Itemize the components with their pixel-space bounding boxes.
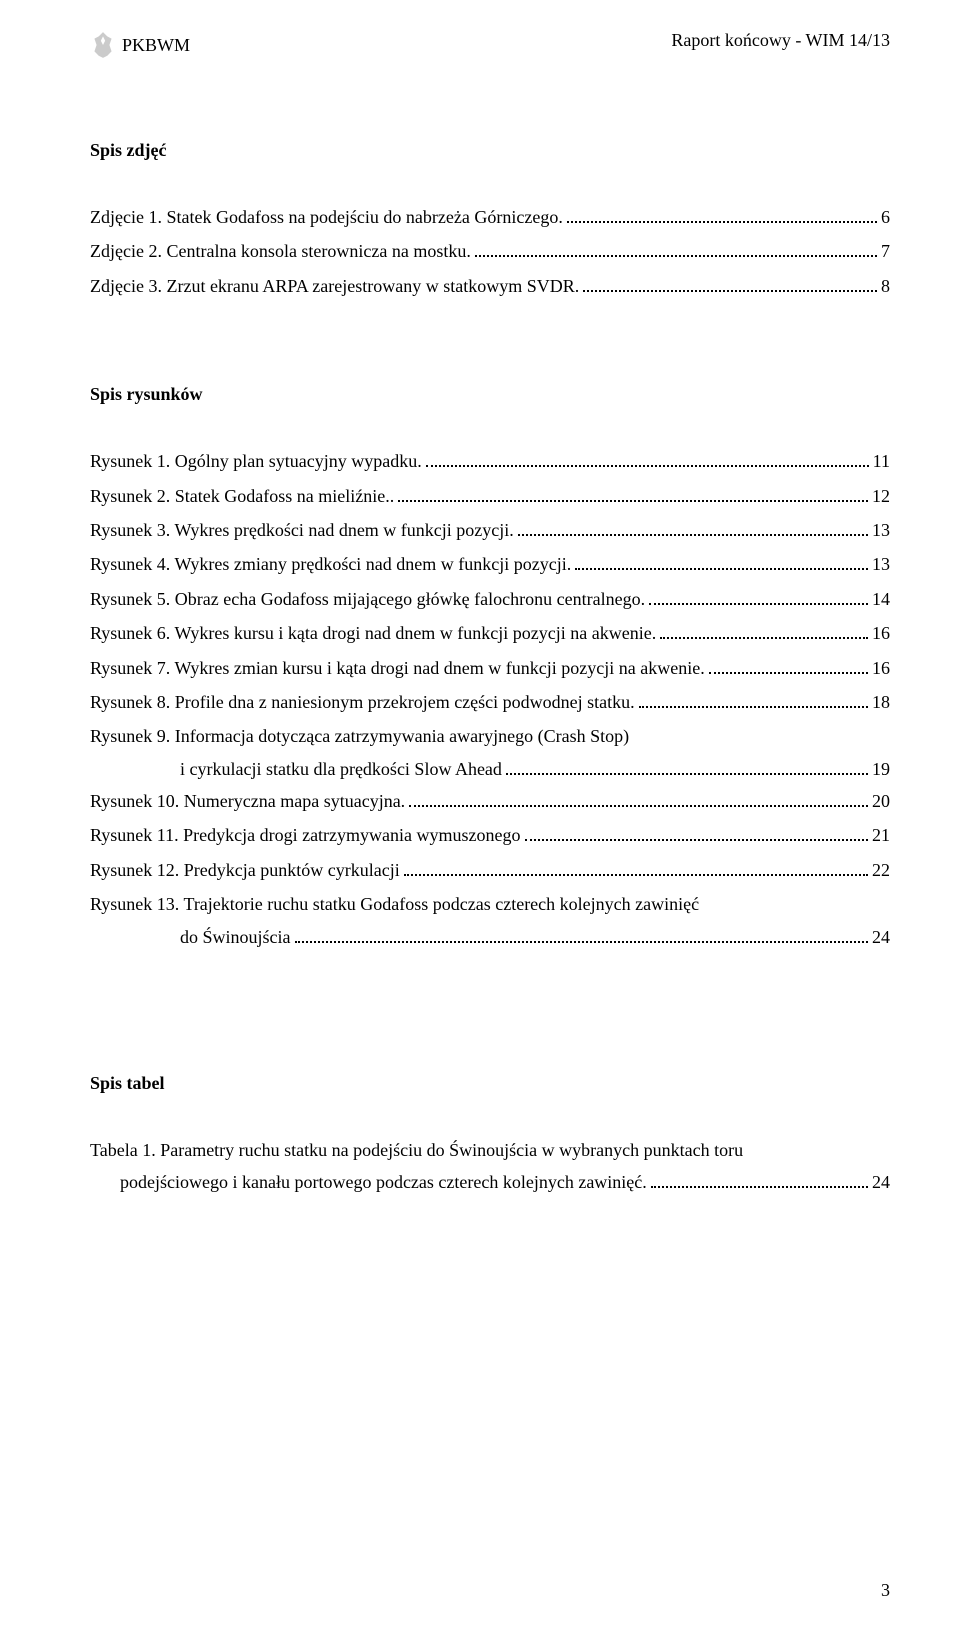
toc-entry: Rysunek 2. Statek Godafoss na mieliźnie.… [90,480,890,512]
toc-page-number: 18 [872,686,890,718]
toc-leader-dots [409,804,868,807]
toc-page-number: 13 [872,514,890,546]
report-label: Raport końcowy - WIM 14/13 [671,30,890,51]
toc-text: podejściowego i kanału portowego podczas… [120,1166,647,1198]
org-label: PKBWM [122,35,190,56]
toc-entry: Rysunek 4. Wykres zmiany prędkości nad d… [90,548,890,580]
tables-section-title: Spis tabel [90,1073,890,1094]
toc-text: Rysunek 3. Wykres prędkości nad dnem w f… [90,514,514,546]
toc-page-number: 21 [872,819,890,851]
toc-entry: Rysunek 13. Trajektorie ruchu statku God… [90,888,890,953]
toc-leader-dots [398,499,868,502]
toc-leader-dots [575,567,868,570]
toc-leader-dots [660,636,868,639]
toc-entry: Rysunek 7. Wykres zmian kursu i kąta dro… [90,652,890,684]
toc-text: Tabela 1. Parametry ruchu statku na pode… [90,1134,890,1166]
toc-entry: Rysunek 8. Profile dna z naniesionym prz… [90,686,890,718]
toc-text: Rysunek 11. Predykcja drogi zatrzymywani… [90,819,521,851]
toc-page-number: 11 [873,445,890,477]
toc-entry: Zdjęcie 1. Statek Godafoss na podejściu … [90,201,890,233]
page-header: PKBWM Raport końcowy - WIM 14/13 [90,30,890,60]
toc-leader-dots [404,873,868,876]
tables-toc: Tabela 1. Parametry ruchu statku na pode… [90,1134,890,1199]
toc-entry: Rysunek 1. Ogólny plan sytuacyjny wypadk… [90,445,890,477]
toc-leader-dots [506,772,868,775]
eagle-crest-icon [90,30,116,60]
toc-text: Rysunek 13. Trajektorie ruchu statku God… [90,888,890,920]
toc-leader-dots [567,220,877,223]
toc-text: i cyrkulacji statku dla prędkości Slow A… [180,753,502,785]
page-number: 3 [881,1580,890,1601]
toc-text: Rysunek 2. Statek Godafoss na mieliźnie.… [90,480,394,512]
figures-section-title: Spis rysunków [90,384,890,405]
toc-leader-dots [525,838,868,841]
toc-entry: Rysunek 11. Predykcja drogi zatrzymywani… [90,819,890,851]
toc-leader-dots [426,464,869,467]
toc-text: Rysunek 8. Profile dna z naniesionym prz… [90,686,635,718]
toc-text-line2: i cyrkulacji statku dla prędkości Slow A… [90,753,890,785]
toc-text: Rysunek 4. Wykres zmiany prędkości nad d… [90,548,571,580]
toc-page-number: 7 [881,235,890,267]
toc-leader-dots [639,705,868,708]
toc-page-number: 20 [872,785,890,817]
toc-text-line2: do Świnoujścia 24 [90,921,890,953]
photos-section-title: Spis zdjęć [90,140,890,161]
toc-entry: Rysunek 10. Numeryczna mapa sytuacyjna. 2… [90,785,890,817]
toc-text: Zdjęcie 1. Statek Godafoss na podejściu … [90,201,563,233]
toc-page-number: 8 [881,270,890,302]
toc-page-number: 6 [881,201,890,233]
figures-toc: Rysunek 1. Ogólny plan sytuacyjny wypadk… [90,445,890,953]
toc-page-number: 24 [872,921,890,953]
toc-text: Rysunek 10. Numeryczna mapa sytuacyjna. [90,785,405,817]
toc-entry: Zdjęcie 3. Zrzut ekranu ARPA zarejestrow… [90,270,890,302]
toc-page-number: 24 [872,1166,890,1198]
toc-text: Rysunek 5. Obraz echa Godafoss mijająceg… [90,583,645,615]
toc-page-number: 19 [872,753,890,785]
toc-text: Zdjęcie 2. Centralna konsola sterownicza… [90,235,471,267]
toc-leader-dots [651,1185,868,1188]
toc-entry: Rysunek 5. Obraz echa Godafoss mijająceg… [90,583,890,615]
toc-entry: Rysunek 12. Predykcja punktów cyrkulacji… [90,854,890,886]
toc-text: do Świnoujścia [180,921,291,953]
document-page: PKBWM Raport końcowy - WIM 14/13 Spis zd… [0,0,960,1631]
toc-text: Rysunek 12. Predykcja punktów cyrkulacji [90,854,400,886]
toc-leader-dots [709,671,868,674]
toc-text: Rysunek 6. Wykres kursu i kąta drogi nad… [90,617,656,649]
toc-entry: Rysunek 3. Wykres prędkości nad dnem w f… [90,514,890,546]
toc-leader-dots [518,533,868,536]
toc-page-number: 22 [872,854,890,886]
toc-page-number: 16 [872,652,890,684]
header-left: PKBWM [90,30,190,60]
toc-text: Rysunek 7. Wykres zmian kursu i kąta dro… [90,652,705,684]
toc-page-number: 13 [872,548,890,580]
toc-leader-dots [475,254,877,257]
toc-text-line2: podejściowego i kanału portowego podczas… [90,1166,890,1198]
photos-toc: Zdjęcie 1. Statek Godafoss na podejściu … [90,201,890,302]
toc-entry: Rysunek 6. Wykres kursu i kąta drogi nad… [90,617,890,649]
toc-page-number: 16 [872,617,890,649]
toc-leader-dots [649,602,868,605]
toc-entry: Rysunek 9. Informacja dotycząca zatrzymy… [90,720,890,785]
toc-page-number: 14 [872,583,890,615]
toc-entry: Zdjęcie 2. Centralna konsola sterownicza… [90,235,890,267]
toc-leader-dots [295,940,869,943]
toc-text: Rysunek 1. Ogólny plan sytuacyjny wypadk… [90,445,422,477]
toc-entry: Tabela 1. Parametry ruchu statku na pode… [90,1134,890,1199]
toc-text: Rysunek 9. Informacja dotycząca zatrzymy… [90,720,890,752]
toc-page-number: 12 [872,480,890,512]
toc-text: Zdjęcie 3. Zrzut ekranu ARPA zarejestrow… [90,270,579,302]
toc-leader-dots [583,289,877,292]
